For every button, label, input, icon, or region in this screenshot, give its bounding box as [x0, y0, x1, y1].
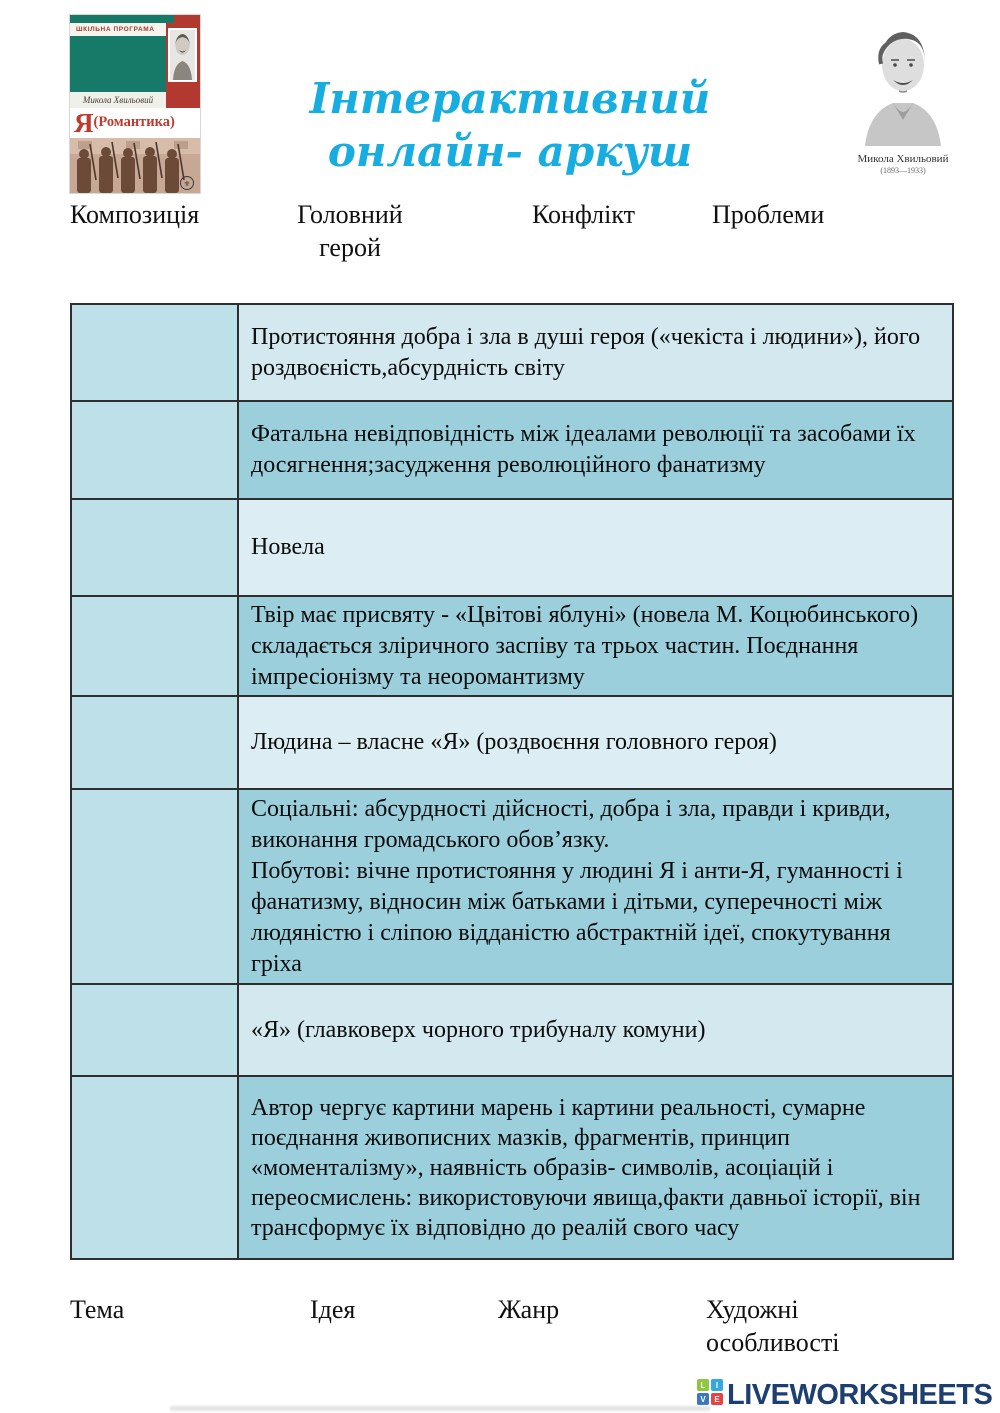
table-row: Фатальна невідповідність між ідеалами ре… [72, 402, 952, 500]
page-title-line2: онлайн- аркуш [327, 127, 693, 176]
table-row: Людина – власне «Я» (роздвоєння головног… [72, 697, 952, 790]
logo-square-e: E [711, 1393, 723, 1405]
answer-drop-cell[interactable] [72, 500, 239, 595]
table-row: Новела [72, 500, 952, 597]
table-cell-text: Фатальна невідповідність між ідеалами ре… [239, 402, 952, 498]
cutoff-text-smudge [170, 1406, 710, 1411]
table-cell-text: Автор чергує картини марень і картини ре… [239, 1077, 952, 1258]
book-cover-title: Я(Романтика) [70, 108, 200, 138]
liveworksheets-logo-icon: L I V E [697, 1375, 724, 1413]
table-row: Автор чергує картини марень і картини ре… [72, 1077, 952, 1260]
book-cover-top-red-block [174, 15, 200, 23]
page-title-line1: Інтерактивний [309, 74, 711, 123]
answer-drop-cell[interactable] [72, 790, 239, 983]
answer-drop-cell[interactable] [72, 597, 239, 695]
book-cover-soldiers-photo: ⚜ [70, 138, 200, 193]
author-portrait-years: (1893—1933) [880, 166, 926, 175]
label-holovnyi-heroi[interactable]: Головний герой [297, 200, 403, 262]
table-cell-text: Новела [239, 500, 952, 595]
author-portrait-illustration [851, 20, 955, 146]
svg-text:⚜: ⚜ [183, 180, 190, 189]
table-cell-text: Протистояння добра і зла в душі героя («… [239, 305, 952, 400]
book-cover-author: Микола Хвильовий [70, 92, 166, 108]
logo-square-l: L [697, 1379, 709, 1391]
table-cell-text: Соціальні: абсурдності дійсності, добра … [239, 790, 952, 983]
liveworksheets-logo[interactable]: L I V E LIVEWORKSHEETS [697, 1375, 993, 1413]
label-ideia[interactable]: Ідея [310, 1295, 356, 1324]
book-cover-title-main: Я [74, 108, 94, 138]
table-row: Твір має присвяту - «Цвітові яблуні» (но… [72, 597, 952, 697]
label-kompozytsiia[interactable]: Композиція [70, 200, 200, 229]
table-row: Протистояння добра і зла в душі героя («… [72, 305, 952, 402]
page-title: Інтерактивний онлайн- аркуш [290, 72, 730, 178]
answer-drop-cell[interactable] [72, 697, 239, 788]
table-cell-text: Людина – власне «Я» (роздвоєння головног… [239, 697, 952, 788]
logo-square-v: V [697, 1393, 709, 1405]
author-portrait: Микола Хвильовий (1893—1933) [843, 20, 963, 192]
soldiers-photo-illustration: ⚜ [70, 138, 200, 193]
liveworksheets-logo-text: LIVEWORKSHEETS [727, 1378, 993, 1411]
answer-table: Протистояння добра і зла в душі героя («… [70, 303, 954, 1260]
label-konflikt[interactable]: Конфлікт [532, 200, 636, 229]
answer-drop-cell[interactable] [72, 402, 239, 498]
answer-drop-cell[interactable] [72, 305, 239, 400]
table-cell-text: Твір має присвяту - «Цвітові яблуні» (но… [239, 597, 952, 695]
table-row: «Я» (главковерх чорного трибуналу комуни… [72, 985, 952, 1077]
label-khudozhni-osoblyvosti[interactable]: Художні особливості [706, 1295, 840, 1357]
book-cover-top-band [70, 15, 200, 23]
book-cover-portrait-photo [168, 28, 197, 82]
mini-portrait-icon [170, 30, 195, 80]
table-row: Соціальні: абсурдності дійсності, добра … [72, 790, 952, 985]
label-tema[interactable]: Тема [70, 1295, 125, 1324]
logo-square-i: I [711, 1379, 723, 1391]
book-cover-image: ШКІЛЬНА ПРОГРАМА Микола Хвильовий Я(Рома… [70, 15, 200, 193]
label-problemy[interactable]: Проблеми [712, 200, 825, 229]
book-cover-title-paren: (Романтика) [93, 114, 175, 130]
author-portrait-caption: Микола Хвильовий [857, 153, 949, 165]
answer-drop-cell[interactable] [72, 1077, 239, 1258]
answer-drop-cell[interactable] [72, 985, 239, 1075]
table-cell-text: «Я» (главковерх чорного трибуналу комуни… [239, 985, 952, 1075]
label-zhanr[interactable]: Жанр [498, 1295, 560, 1324]
